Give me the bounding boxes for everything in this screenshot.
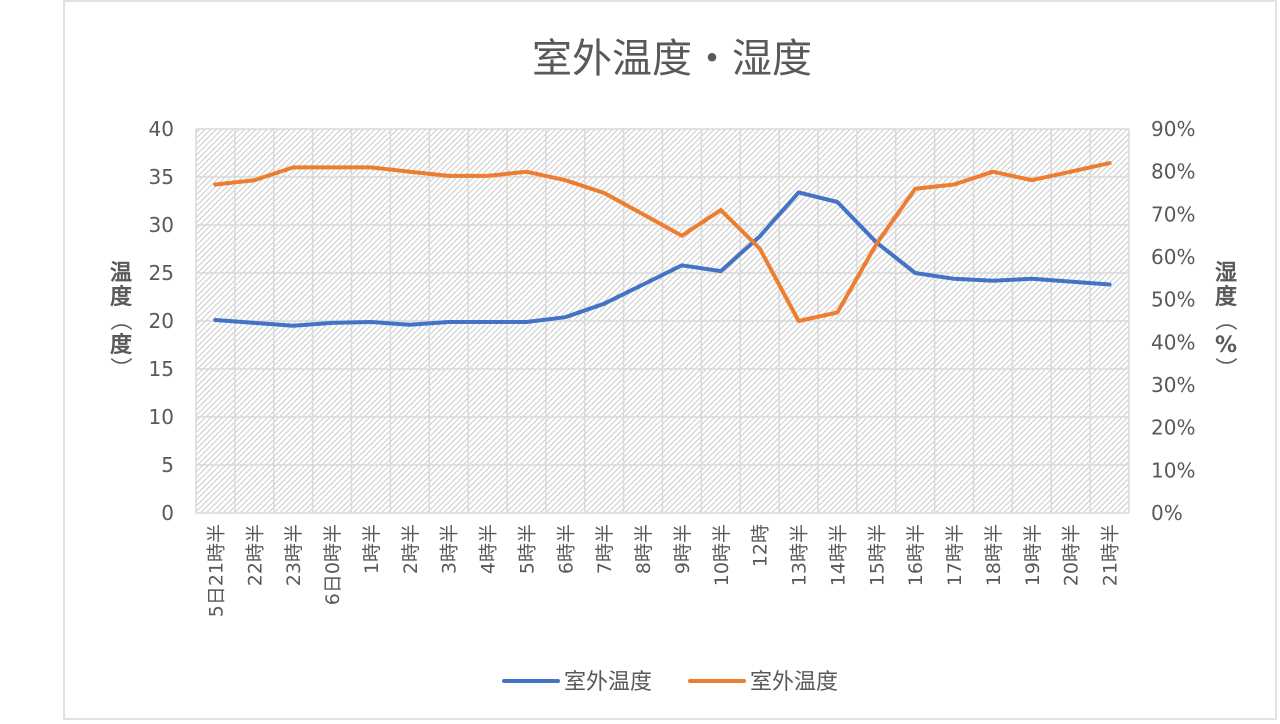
right-axis-tick-label: 70% xyxy=(1151,202,1195,226)
x-axis-tick-label: 15時半 xyxy=(866,524,888,586)
x-axis-tick-label: 16時半 xyxy=(905,524,927,586)
x-axis-tick-label: 8時半 xyxy=(633,524,655,574)
left-axis-tick-label: 0 xyxy=(161,501,174,525)
left-axis-tick-label: 20 xyxy=(149,309,174,333)
right-axis-title-char: （ xyxy=(1212,309,1237,331)
right-axis-tick-label: 30% xyxy=(1151,373,1195,397)
right-axis-title-char: % xyxy=(1215,333,1237,358)
x-axis-tick-label: 5日21時半 xyxy=(205,524,227,617)
x-axis-tick-label: 3時半 xyxy=(439,524,461,574)
x-axis-tick-label: 10時半 xyxy=(711,524,733,586)
x-axis-tick-label: 6時半 xyxy=(555,524,577,574)
x-axis-tick-label: 19時半 xyxy=(1022,524,1044,586)
left-axis-title-char: 温 xyxy=(110,261,132,286)
right-axis-title-char: ） xyxy=(1212,357,1237,379)
right-axis-tick-label: 50% xyxy=(1151,288,1195,312)
right-axis-tick-label: 0% xyxy=(1151,501,1183,525)
x-axis-tick-label: 2時半 xyxy=(400,524,422,574)
x-axis-tick-label: 7時半 xyxy=(594,524,616,574)
x-axis-tick-label: 21時半 xyxy=(1100,524,1122,586)
x-axis-tick-label: 14時半 xyxy=(827,524,849,586)
right-axis-tick-label: 90% xyxy=(1151,117,1195,141)
x-axis-tick-label: 12時 xyxy=(750,524,772,567)
x-axis-tick-label: 18時半 xyxy=(983,524,1005,586)
x-axis-tick-label: 20時半 xyxy=(1061,524,1083,586)
x-axis-tick-label: 13時半 xyxy=(789,524,811,586)
right-axis-tick-label: 10% xyxy=(1151,458,1195,482)
left-axis-tick-label: 15 xyxy=(149,357,174,381)
series-line-1 xyxy=(213,190,1112,328)
right-axis-tick-label: 40% xyxy=(1151,330,1195,354)
legend: 室外温度 室外温度 xyxy=(502,670,838,695)
x-axis-tick-label: 4時半 xyxy=(478,524,500,574)
left-axis-title-char: （ xyxy=(107,309,132,331)
series-lines xyxy=(213,161,1112,328)
left-axis-title-char: 度 xyxy=(110,332,133,358)
x-axis-tick-label: 1時半 xyxy=(361,524,383,574)
right-axis-tick-label: 60% xyxy=(1151,245,1195,269)
right-axis-title-char: 湿 xyxy=(1215,261,1237,286)
left-axis-tick-label: 30 xyxy=(149,213,174,237)
right-axis-tick-label: 20% xyxy=(1151,416,1195,440)
x-axis-tick-label: 17時半 xyxy=(944,524,966,586)
left-axis-tick-label: 5 xyxy=(161,453,174,477)
left-axis-title-char: ） xyxy=(107,357,132,379)
left-axis-title-char: 度 xyxy=(110,284,133,310)
legend-label-2: 室外温度 xyxy=(750,670,838,695)
axes: 0 5 10 15 20 25 30 35 40 0% 10% 20% 30% 40% 50% 60% 70% 8… xyxy=(107,117,1238,617)
x-axis-tick-label: 23時半 xyxy=(283,524,305,586)
legend-label-1: 室外温度 xyxy=(564,670,652,695)
left-axis-tick-label: 10 xyxy=(149,405,174,429)
x-axis-tick-label: 9時半 xyxy=(672,524,694,574)
left-axis-tick-label: 40 xyxy=(149,117,174,141)
x-axis-tick-label: 22時半 xyxy=(244,524,266,586)
right-axis-tick-label: 80% xyxy=(1151,160,1195,184)
left-axis-tick-label: 25 xyxy=(149,261,174,285)
left-axis-tick-label: 35 xyxy=(149,165,174,189)
series-line-2 xyxy=(213,161,1112,323)
right-axis-title-char: 度 xyxy=(1215,284,1238,310)
x-axis-tick-label: 6日0時半 xyxy=(322,524,344,605)
x-axis-tick-label: 5時半 xyxy=(516,524,538,574)
chart-title: 室外温度・湿度 xyxy=(532,36,812,82)
